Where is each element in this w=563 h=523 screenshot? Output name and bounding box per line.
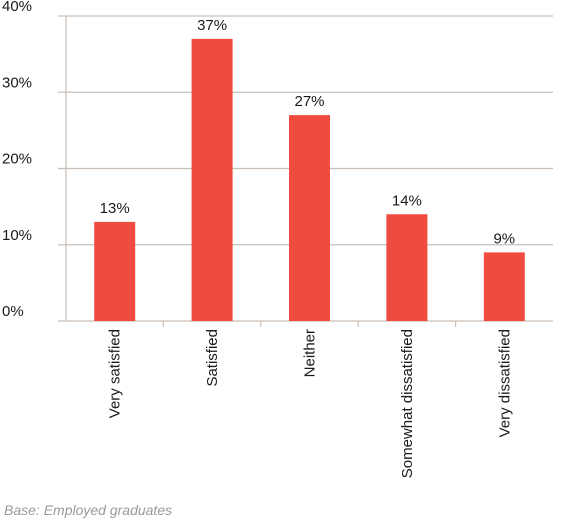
x-category-label: Somewhat dissatisfied <box>399 329 416 478</box>
data-label: 37% <box>197 17 227 34</box>
y-tick-label: 10% <box>2 227 32 244</box>
data-label: 27% <box>294 93 324 110</box>
data-label: 9% <box>493 230 515 247</box>
bar <box>94 221 136 321</box>
y-tick-label: 30% <box>2 74 32 91</box>
bar <box>483 252 525 321</box>
data-label: 14% <box>392 192 422 209</box>
x-category-label: Very dissatisfied <box>496 329 513 437</box>
bar <box>191 38 233 321</box>
y-tick-label: 0% <box>2 303 24 320</box>
base-footnote: Base: Employed graduates <box>4 502 173 518</box>
y-tick-label: 40% <box>2 0 32 15</box>
x-category-label: Neither <box>302 329 319 377</box>
x-category-label: Satisfied <box>204 329 221 387</box>
bar <box>386 214 428 321</box>
data-label: 13% <box>100 200 130 217</box>
x-category-label: Very satisfied <box>107 329 124 418</box>
y-tick-label: 20% <box>2 151 32 168</box>
bar <box>289 115 330 321</box>
